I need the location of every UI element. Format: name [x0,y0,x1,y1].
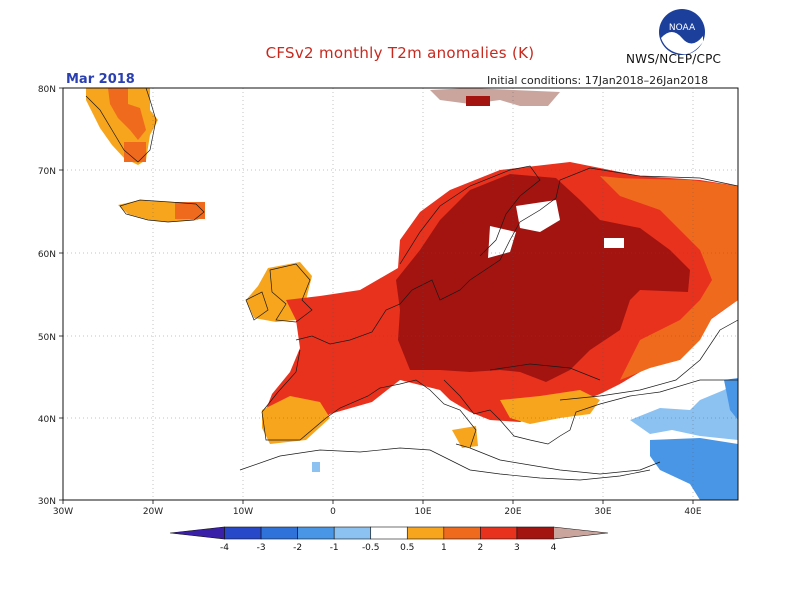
lat-label: 80N [38,85,56,95]
colorbar-label: -1 [330,543,339,553]
noaa-logo: NOAA [659,9,705,55]
forecast-month: Mar 2018 [66,72,135,87]
colorbar-label: -3 [257,543,266,553]
colorbar-swatch [480,526,518,540]
colorbar-swatch [406,526,445,540]
graticule [63,88,738,500]
colorbar-label: -4 [220,543,229,553]
colorbar-swatch [260,526,298,540]
agency-label: NWS/NCEP/CPC [626,52,722,66]
map-frame [62,87,739,501]
colorbar-swatch [333,526,372,540]
colorbar-label: 3 [514,543,520,553]
colorbar-label: -0.5 [362,543,380,553]
colorbar-label: 2 [477,543,483,553]
map-title: CFSv2 monthly T2m anomalies (K) [265,44,535,62]
colorbar-swatch [297,526,335,540]
longitude-ticks [62,500,694,504]
colorbar-swatch [169,526,225,540]
coastlines [85,88,738,481]
lat-label: 70N [38,167,56,177]
colorbar-swatch [224,526,262,540]
lat-label: 40N [38,415,56,425]
colorbar-label: 1 [441,543,447,553]
colorbar-label: 4 [551,543,557,553]
colorbar-swatch [370,526,408,540]
lon-label: 30E [594,507,611,517]
initial-conditions: Initial conditions: 17Jan2018–26Jan2018 [487,74,709,87]
lat-label: 60N [38,250,56,260]
colorbar-label: -2 [293,543,302,553]
lon-label: 20E [504,507,521,517]
colorbar: -4 -3 -2 -1 -0.5 0.5 1 2 3 4 [169,526,609,553]
lon-label: 20W [143,507,163,517]
lon-labels: 30W 20W 10W 0 10E 20E 30E 40E [53,507,702,517]
colorbar-swatch [516,526,554,540]
lon-label: 10W [233,507,253,517]
lon-label: 10E [414,507,431,517]
colorbar-swatch [443,526,481,540]
latitude-ticks [59,87,63,501]
colorbar-label: 0.5 [400,543,414,553]
lat-label: 30N [38,497,56,507]
lon-label: 40E [684,507,701,517]
colorbar-swatch [553,526,609,540]
anomaly-fields [86,88,738,500]
lon-label: 30W [53,507,73,517]
lon-label: 0 [330,507,336,517]
lat-labels: 80N 70N 60N 50N 40N 30N [38,85,56,507]
lat-label: 50N [38,333,56,343]
logo-text: NOAA [669,23,696,33]
